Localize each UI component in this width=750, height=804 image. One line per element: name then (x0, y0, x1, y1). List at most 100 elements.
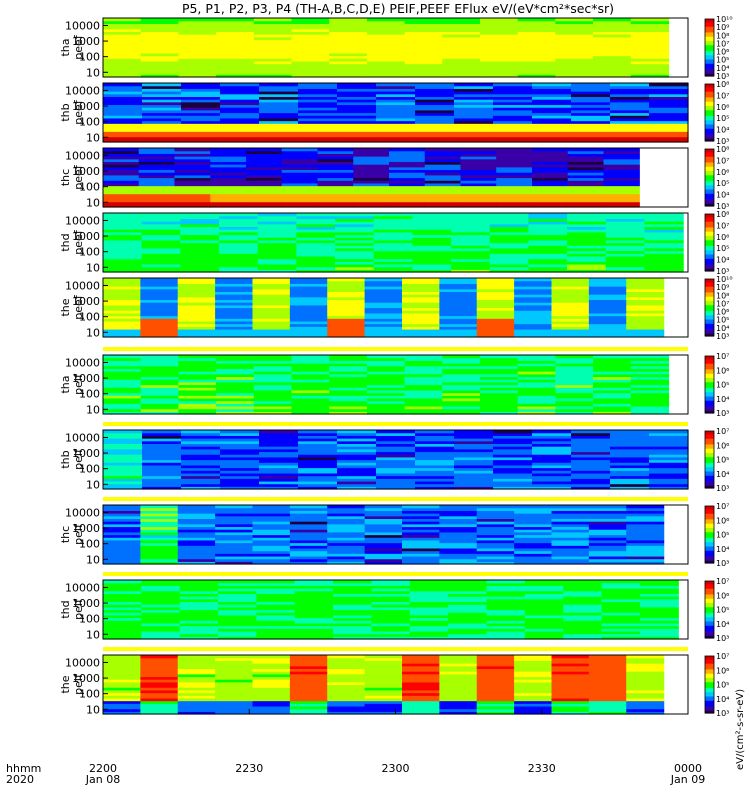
heatmap-cell (571, 107, 611, 111)
heatmap-cell (246, 177, 283, 181)
heatmap-cell (424, 198, 462, 203)
colorbar-segment (705, 554, 714, 557)
heatmap-cell (524, 582, 564, 586)
heatmap-cell (140, 505, 179, 509)
heatmap-cell (246, 182, 283, 187)
heatmap-cell (289, 315, 328, 319)
heatmap-cell (103, 609, 142, 613)
heatmap-cell (364, 531, 403, 536)
colorbar-segment (705, 24, 714, 27)
heatmap-cell (253, 403, 293, 407)
heatmap-cell (493, 125, 533, 130)
heatmap-cell (415, 91, 455, 95)
heatmap-cell (454, 85, 494, 89)
heatmap-cell (415, 462, 455, 466)
colorbar-segment (705, 513, 714, 516)
colorbar-segment (705, 508, 714, 511)
colorbar-segment (705, 218, 714, 221)
heatmap-cell (177, 663, 216, 667)
heatmap-cell (610, 83, 650, 87)
heatmap-cell (514, 521, 553, 525)
heatmap-cell (588, 655, 627, 659)
y-tick-label: 100 (79, 388, 100, 401)
heatmap-cell (289, 550, 328, 554)
heatmap-cell (524, 625, 564, 629)
heatmap-cell (460, 204, 497, 208)
heatmap-cell (476, 681, 515, 686)
colorbar-segment (705, 156, 714, 159)
heatmap-cell (424, 148, 462, 152)
heatmap-cell (140, 684, 179, 688)
heatmap-cell (281, 201, 319, 205)
heatmap-cell (327, 326, 366, 330)
heatmap-cell (415, 117, 455, 122)
heatmap-cell (103, 304, 141, 309)
heatmap-cell (103, 42, 142, 46)
heatmap-cell (644, 237, 684, 241)
heatmap-cell (555, 405, 594, 410)
colorbar-segment (705, 317, 714, 320)
heatmap-cell (178, 74, 217, 78)
heatmap-cell (179, 625, 219, 629)
heatmap-cell (103, 700, 141, 704)
heatmap-cell (103, 510, 141, 514)
heatmap-cell (179, 612, 219, 616)
heatmap-cell (103, 50, 142, 54)
heatmap-cell (402, 561, 440, 565)
heatmap-cell (524, 630, 564, 635)
heatmap-cell (639, 625, 679, 629)
heatmap-cell (294, 609, 334, 613)
heatmap-cell (289, 283, 328, 287)
heatmap-cell (389, 158, 426, 163)
heatmap-cell (551, 510, 590, 514)
heatmap-cell (532, 185, 569, 189)
heatmap-cell (215, 299, 254, 303)
heatmap-cell (524, 604, 564, 608)
heatmap-cell (259, 136, 299, 140)
heatmap-cell (253, 60, 293, 65)
heatmap-cell (404, 23, 443, 27)
colorbar-tick-label: 10⁵ (716, 316, 729, 325)
heatmap-cell (476, 526, 515, 530)
heatmap-cell (402, 684, 440, 688)
heatmap-cell (366, 379, 406, 383)
heatmap-cell (103, 47, 142, 51)
colorbar-segment (705, 358, 714, 361)
heatmap-cell (138, 201, 176, 205)
heatmap-cell (140, 20, 179, 24)
colorbar-segment (705, 288, 714, 291)
heatmap-cell (532, 172, 569, 176)
heatmap-cell (179, 620, 219, 624)
heatmap-cell (409, 628, 449, 632)
colorbar-segment (705, 582, 714, 585)
heatmap-cell (442, 36, 481, 41)
heatmap-cell (439, 331, 478, 335)
heatmap-cell (103, 331, 141, 335)
heatmap-cell (335, 221, 375, 225)
heatmap-cell (294, 636, 334, 640)
heatmap-cell (571, 85, 611, 89)
heatmap-cell (626, 318, 665, 322)
heatmap-cell (630, 28, 670, 33)
heatmap-cell (402, 655, 440, 659)
heatmap-cell (364, 505, 403, 509)
heatmap-cell (630, 23, 670, 27)
heatmap-cell (610, 478, 650, 482)
heatmap-cell (174, 148, 211, 152)
heatmap-cell (140, 296, 179, 301)
colorbar-segment (705, 327, 714, 330)
heatmap-cell (439, 676, 478, 680)
heatmap-cell (626, 507, 665, 511)
heatmap-cell (142, 109, 182, 114)
heatmap-cell (364, 280, 403, 284)
heatmap-cell (317, 177, 354, 181)
colorbar-frame (704, 278, 715, 337)
heatmap-cell (333, 596, 373, 600)
heatmap-cell (103, 291, 141, 295)
heatmap-cell (103, 389, 142, 394)
heatmap-cell (517, 395, 556, 399)
heatmap-cell (454, 88, 494, 92)
heatmap-cell (329, 360, 368, 364)
heatmap-cell (296, 263, 336, 268)
